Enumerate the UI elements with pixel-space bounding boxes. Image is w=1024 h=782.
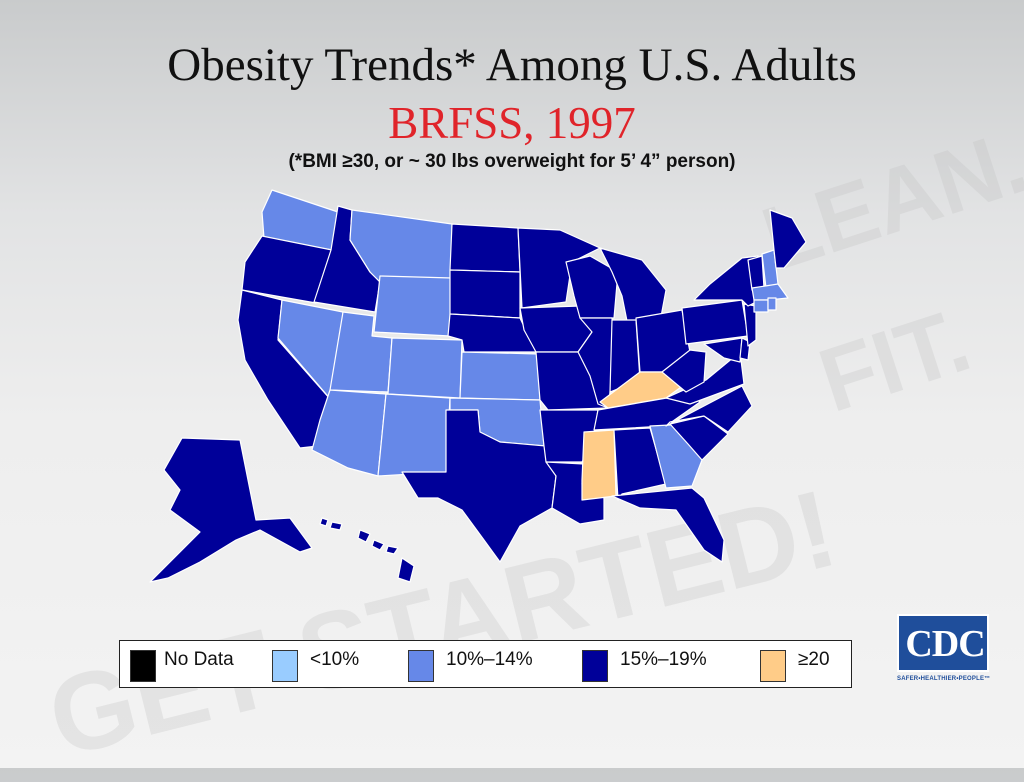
state-wv — [661, 349, 707, 393]
state-hi-3 — [357, 529, 371, 543]
state-fl — [611, 487, 725, 563]
cdc-logo-box: CDC — [897, 614, 989, 672]
state-ri — [767, 297, 777, 311]
state-hi-1 — [319, 517, 329, 527]
state-sd — [449, 269, 521, 319]
state-ms — [581, 429, 617, 501]
state-al — [613, 427, 667, 501]
legend-swatch-no-data — [130, 650, 156, 682]
legend-swatch-20-plus — [760, 650, 786, 682]
cdc-tagline: SAFER•HEALTHIER•PEOPLE™ — [897, 676, 991, 682]
state-ct — [753, 299, 769, 313]
state-co — [387, 337, 463, 399]
legend-label-20-plus: ≥20 — [798, 649, 830, 670]
state-ma — [751, 283, 789, 301]
cdc-logo-text: CDC — [905, 623, 985, 665]
state-nd — [449, 223, 521, 273]
state-hi-4 — [371, 539, 385, 551]
slide-subtitle: BRFSS, 1997 — [388, 98, 636, 148]
state-wi — [565, 255, 619, 319]
legend-label-15-19: 15%–19% — [620, 649, 707, 670]
legend-label-no-data: No Data — [164, 649, 234, 670]
cdc-logo: CDC SAFER•HEALTHIER•PEOPLE™ — [897, 614, 991, 686]
state-hi-5 — [385, 545, 399, 555]
legend-swatch-15-19 — [582, 650, 608, 682]
state-md — [703, 337, 743, 363]
legend-label-10-14: 10%–14% — [446, 649, 533, 670]
state-hi-6 — [397, 557, 415, 583]
state-ks — [459, 351, 541, 401]
legend-swatch-under-10 — [272, 650, 298, 682]
slide-title: Obesity Trends* Among U.S. Adults — [167, 39, 857, 91]
state-wy — [373, 275, 453, 337]
map-legend: No Data <10% 10%–14% 15%–19% ≥20 — [119, 640, 852, 688]
state-tx — [401, 409, 557, 563]
legend-label-under-10: <10% — [310, 649, 360, 670]
bmi-footnote: (*BMI ≥30, or ~ 30 lbs overweight for 5’… — [288, 151, 736, 172]
state-pa — [681, 299, 749, 345]
state-ak — [149, 437, 313, 583]
state-hi-2 — [329, 521, 343, 531]
legend-swatch-10-14 — [408, 650, 434, 682]
state-nj — [743, 303, 757, 347]
state-nc — [665, 385, 753, 433]
state-or — [241, 235, 333, 304]
state-me — [769, 209, 807, 269]
state-nm — [377, 393, 451, 477]
